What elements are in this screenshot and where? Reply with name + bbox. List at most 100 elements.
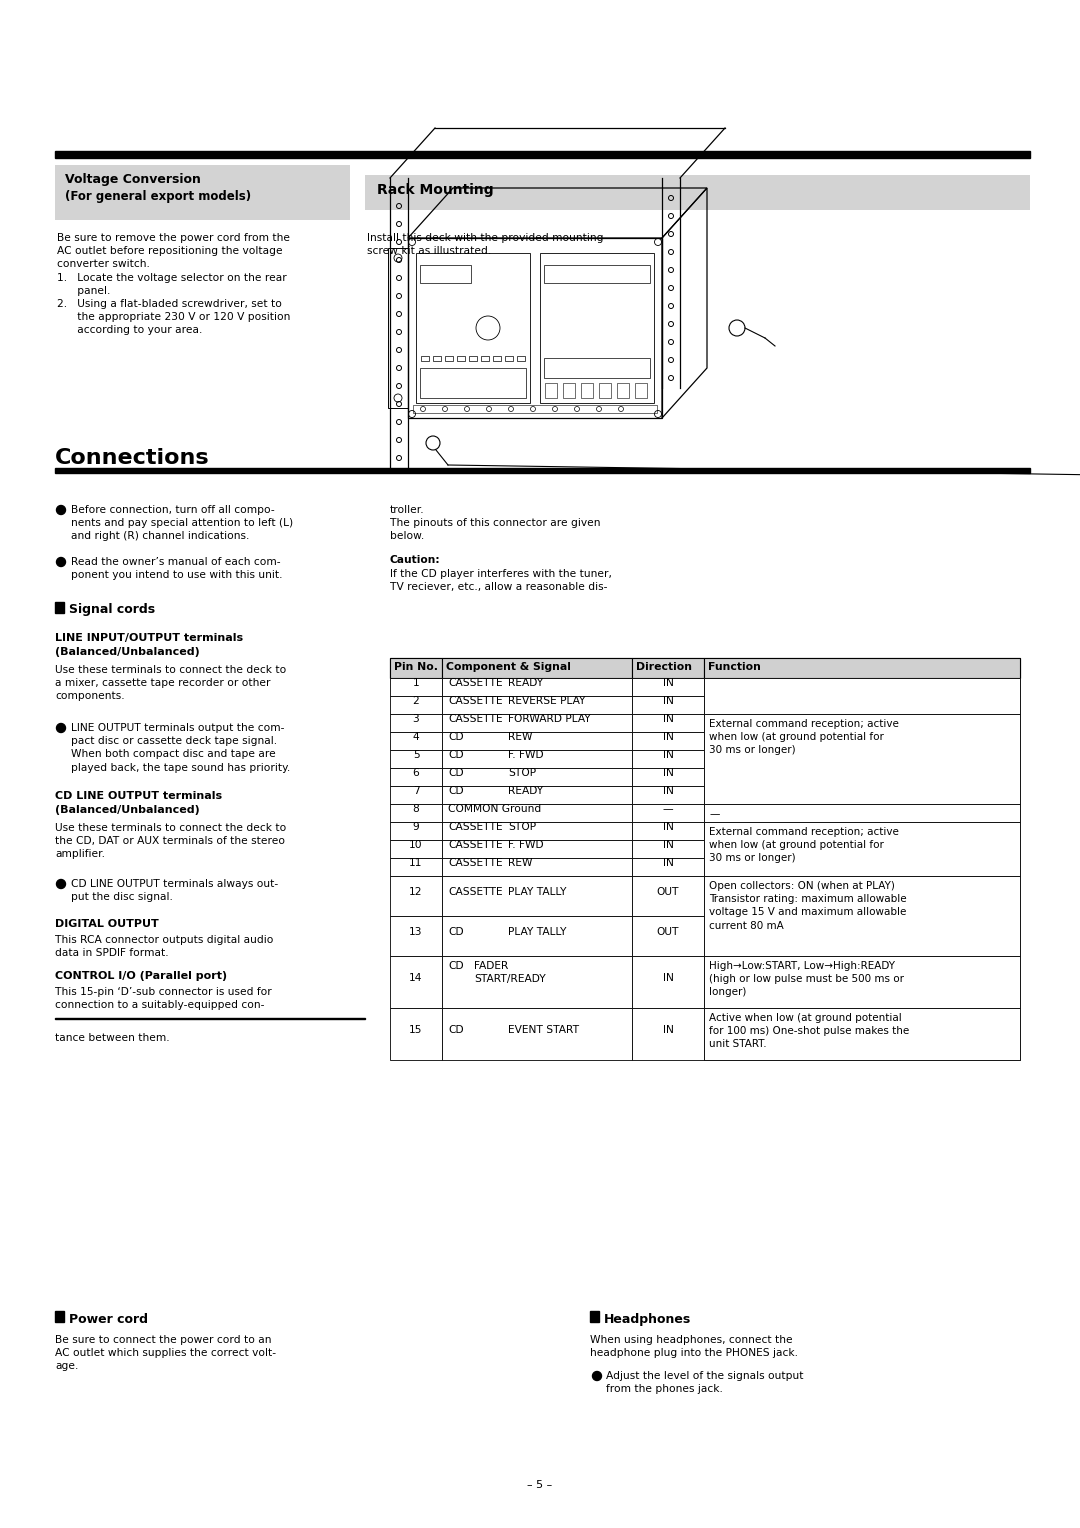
Text: from the phones jack.: from the phones jack. bbox=[606, 1384, 723, 1394]
Text: IN: IN bbox=[662, 822, 674, 833]
Text: CASSETTE: CASSETTE bbox=[448, 840, 502, 850]
Text: IN: IN bbox=[662, 840, 674, 850]
Bar bbox=[540, 254, 654, 403]
Bar bbox=[442, 750, 632, 769]
Bar bbox=[420, 264, 471, 283]
Text: CD: CD bbox=[448, 961, 463, 970]
Text: This 15-pin ‘D’-sub connector is used for: This 15-pin ‘D’-sub connector is used fo… bbox=[55, 987, 272, 996]
Text: PLAY TALLY: PLAY TALLY bbox=[508, 886, 567, 897]
Bar bbox=[481, 356, 489, 361]
Bar bbox=[544, 358, 650, 377]
Bar bbox=[632, 876, 704, 915]
Text: screw kit as illustrated.: screw kit as illustrated. bbox=[367, 246, 491, 257]
Text: This RCA connector outputs digital audio: This RCA connector outputs digital audio bbox=[55, 935, 273, 944]
Bar bbox=[704, 915, 1020, 957]
Bar bbox=[390, 659, 442, 678]
Bar bbox=[442, 957, 632, 1008]
Text: PLAY TALLY: PLAY TALLY bbox=[508, 927, 567, 937]
Text: IN: IN bbox=[662, 785, 674, 796]
Bar bbox=[55, 602, 64, 613]
Bar bbox=[517, 356, 525, 361]
Text: below.: below. bbox=[390, 532, 424, 541]
Text: a mixer, cassette tape recorder or other: a mixer, cassette tape recorder or other bbox=[55, 678, 270, 688]
Bar bbox=[390, 876, 442, 915]
Text: 2: 2 bbox=[413, 695, 419, 706]
Text: converter switch.: converter switch. bbox=[57, 260, 150, 269]
Bar bbox=[390, 769, 442, 785]
Text: CD LINE OUTPUT terminals: CD LINE OUTPUT terminals bbox=[55, 792, 222, 801]
Text: DIGITAL OUTPUT: DIGITAL OUTPUT bbox=[55, 918, 159, 929]
Bar bbox=[632, 785, 704, 804]
Text: REW: REW bbox=[508, 732, 532, 743]
Text: READY: READY bbox=[508, 785, 543, 796]
Text: TV reciever, etc., allow a reasonable dis-: TV reciever, etc., allow a reasonable di… bbox=[390, 582, 607, 593]
Text: Caution:: Caution: bbox=[390, 555, 441, 565]
Text: Use these terminals to connect the deck to: Use these terminals to connect the deck … bbox=[55, 665, 286, 675]
Text: Voltage Conversion: Voltage Conversion bbox=[65, 173, 201, 186]
Text: F. FWD: F. FWD bbox=[508, 840, 543, 850]
Bar bbox=[55, 468, 1030, 474]
Text: – 5 –: – 5 – bbox=[527, 1481, 553, 1490]
Text: Install this deck with the provided mounting: Install this deck with the provided moun… bbox=[367, 232, 604, 243]
Text: Be sure to connect the power cord to an: Be sure to connect the power cord to an bbox=[55, 1335, 271, 1345]
Bar bbox=[704, 804, 1020, 822]
Text: Headphones: Headphones bbox=[604, 1313, 691, 1326]
Bar bbox=[632, 957, 704, 1008]
Bar bbox=[505, 356, 513, 361]
Bar bbox=[632, 714, 704, 732]
Text: OUT: OUT bbox=[657, 886, 679, 897]
Bar bbox=[704, 822, 1020, 840]
Bar bbox=[55, 165, 350, 220]
Text: STOP: STOP bbox=[508, 822, 536, 833]
Bar bbox=[704, 822, 1020, 876]
Text: COMMON Ground: COMMON Ground bbox=[448, 804, 541, 814]
Bar bbox=[390, 695, 442, 714]
Text: Use these terminals to connect the deck to: Use these terminals to connect the deck … bbox=[55, 824, 286, 833]
Text: IN: IN bbox=[662, 732, 674, 743]
Text: IN: IN bbox=[662, 769, 674, 778]
Bar bbox=[390, 840, 442, 859]
Text: components.: components. bbox=[55, 691, 124, 701]
Bar bbox=[563, 384, 575, 397]
Text: amplifier.: amplifier. bbox=[55, 850, 105, 859]
Text: according to your area.: according to your area. bbox=[57, 325, 202, 336]
Bar bbox=[420, 368, 526, 397]
Bar bbox=[704, 1008, 1020, 1060]
Bar bbox=[704, 769, 1020, 785]
Text: Be sure to remove the power cord from the: Be sure to remove the power cord from th… bbox=[57, 232, 291, 243]
Bar bbox=[632, 1008, 704, 1060]
Bar bbox=[617, 384, 629, 397]
Text: CD: CD bbox=[448, 750, 463, 759]
Text: 1: 1 bbox=[413, 678, 419, 688]
Bar bbox=[590, 1311, 599, 1322]
Text: played back, the tape sound has priority.: played back, the tape sound has priority… bbox=[71, 762, 291, 773]
Text: FORWARD PLAY: FORWARD PLAY bbox=[508, 714, 591, 724]
Text: IN: IN bbox=[662, 678, 674, 688]
Text: pact disc or cassette deck tape signal.: pact disc or cassette deck tape signal. bbox=[71, 736, 278, 746]
Text: IN: IN bbox=[662, 750, 674, 759]
Bar bbox=[704, 859, 1020, 876]
Text: When both compact disc and tape are: When both compact disc and tape are bbox=[71, 749, 275, 759]
Bar bbox=[388, 248, 408, 408]
Text: EVENT START: EVENT START bbox=[508, 1025, 579, 1034]
Bar bbox=[442, 840, 632, 859]
Bar bbox=[55, 151, 1030, 157]
Bar bbox=[390, 957, 442, 1008]
Text: 11: 11 bbox=[409, 859, 422, 868]
Text: Before connection, turn off all compo-: Before connection, turn off all compo- bbox=[71, 504, 274, 515]
Text: Power cord: Power cord bbox=[69, 1313, 148, 1326]
Text: 3: 3 bbox=[413, 714, 419, 724]
Bar bbox=[365, 176, 1030, 209]
Text: External command reception; active
when low (at ground potential for
30 ms or lo: External command reception; active when … bbox=[708, 720, 899, 755]
Text: Pin No.: Pin No. bbox=[394, 662, 438, 672]
Text: OUT: OUT bbox=[657, 927, 679, 937]
Text: 6: 6 bbox=[413, 769, 419, 778]
Text: F. FWD: F. FWD bbox=[508, 750, 543, 759]
Text: 12: 12 bbox=[409, 886, 422, 897]
Text: CASSETTE: CASSETTE bbox=[448, 822, 502, 833]
Circle shape bbox=[593, 1372, 602, 1380]
Text: AC outlet which supplies the correct volt-: AC outlet which supplies the correct vol… bbox=[55, 1348, 276, 1358]
Text: 7: 7 bbox=[413, 785, 419, 796]
Text: Component & Signal: Component & Signal bbox=[446, 662, 571, 672]
Bar bbox=[632, 859, 704, 876]
